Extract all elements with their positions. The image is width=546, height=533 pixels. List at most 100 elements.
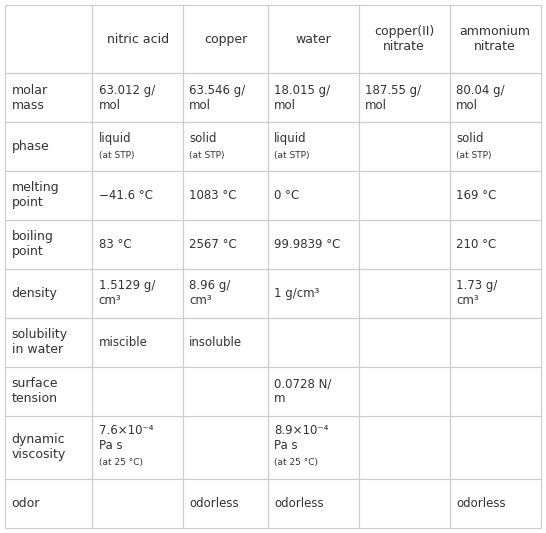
Bar [449, 220, 541, 269]
Bar [5, 416, 92, 479]
Bar [449, 367, 541, 416]
Bar [449, 269, 541, 318]
Text: 187.55 g/
mol: 187.55 g/ mol [365, 84, 421, 111]
Bar [183, 5, 268, 73]
Text: ammonium
nitrate: ammonium nitrate [460, 25, 531, 53]
Bar [183, 220, 268, 269]
Text: 1.5129 g/
cm³: 1.5129 g/ cm³ [99, 279, 155, 308]
Bar [92, 416, 183, 479]
Text: dynamic
viscosity: dynamic viscosity [11, 433, 66, 461]
Text: liquid: liquid [274, 132, 307, 144]
Text: copper(II)
nitrate: copper(II) nitrate [374, 25, 434, 53]
Text: 18.015 g/
mol: 18.015 g/ mol [274, 84, 330, 111]
Bar [183, 479, 268, 528]
Bar [183, 367, 268, 416]
Text: 210 °C: 210 °C [456, 238, 496, 251]
Text: (at STP): (at STP) [274, 151, 310, 160]
Text: 63.546 g/
mol: 63.546 g/ mol [189, 84, 246, 111]
Text: (at STP): (at STP) [456, 151, 491, 160]
Bar [92, 73, 183, 122]
Bar [449, 171, 541, 220]
Text: odorless: odorless [189, 497, 239, 510]
Text: solubility
in water: solubility in water [11, 328, 68, 356]
Text: solid: solid [189, 132, 217, 144]
Text: 0.0728 N/
m: 0.0728 N/ m [274, 377, 331, 405]
Text: density: density [11, 287, 57, 300]
Bar [92, 220, 183, 269]
Bar [183, 416, 268, 479]
Bar [268, 479, 359, 528]
Text: miscible: miscible [99, 336, 148, 349]
Bar [92, 479, 183, 528]
Text: liquid: liquid [99, 132, 132, 144]
Bar [268, 220, 359, 269]
Bar [268, 171, 359, 220]
Text: 63.012 g/
mol: 63.012 g/ mol [99, 84, 155, 111]
Bar [268, 269, 359, 318]
Bar [449, 479, 541, 528]
Text: (at STP): (at STP) [189, 151, 225, 160]
Text: melting
point: melting point [11, 181, 59, 209]
Bar [449, 416, 541, 479]
Bar [5, 318, 92, 367]
Bar [5, 73, 92, 122]
Text: molar
mass: molar mass [11, 84, 48, 111]
Text: surface
tension: surface tension [11, 377, 58, 405]
Bar [359, 416, 449, 479]
Bar [183, 171, 268, 220]
Bar [5, 5, 92, 73]
Text: (at 25 °C): (at 25 °C) [274, 458, 318, 467]
Text: 1 g/cm³: 1 g/cm³ [274, 287, 319, 300]
Bar [268, 367, 359, 416]
Bar [449, 5, 541, 73]
Bar [5, 171, 92, 220]
Bar [359, 220, 449, 269]
Bar [268, 5, 359, 73]
Text: odorless: odorless [274, 497, 324, 510]
Bar [359, 269, 449, 318]
Bar [359, 367, 449, 416]
Bar [268, 122, 359, 171]
Bar [5, 220, 92, 269]
Bar [449, 318, 541, 367]
Bar [359, 318, 449, 367]
Text: 2567 °C: 2567 °C [189, 238, 237, 251]
Text: 80.04 g/
mol: 80.04 g/ mol [456, 84, 505, 111]
Text: 8.96 g/
cm³: 8.96 g/ cm³ [189, 279, 231, 308]
Bar [5, 269, 92, 318]
Text: 83 °C: 83 °C [99, 238, 132, 251]
Bar [449, 73, 541, 122]
Text: 1083 °C: 1083 °C [189, 189, 237, 202]
Bar [92, 318, 183, 367]
Bar [92, 269, 183, 318]
Text: 7.6×10⁻⁴
Pa s: 7.6×10⁻⁴ Pa s [99, 424, 153, 452]
Text: 169 °C: 169 °C [456, 189, 496, 202]
Bar [183, 269, 268, 318]
Bar [359, 171, 449, 220]
Bar [359, 5, 449, 73]
Text: solid: solid [456, 132, 483, 144]
Bar [92, 171, 183, 220]
Bar [5, 479, 92, 528]
Text: 1.73 g/
cm³: 1.73 g/ cm³ [456, 279, 497, 308]
Text: copper: copper [204, 33, 247, 46]
Bar [92, 5, 183, 73]
Text: (at 25 °C): (at 25 °C) [99, 458, 143, 467]
Text: −41.6 °C: −41.6 °C [99, 189, 153, 202]
Bar [359, 479, 449, 528]
Bar [268, 416, 359, 479]
Bar [5, 122, 92, 171]
Text: odorless: odorless [456, 497, 506, 510]
Bar [183, 122, 268, 171]
Bar [183, 73, 268, 122]
Text: 99.9839 °C: 99.9839 °C [274, 238, 340, 251]
Text: 8.9×10⁻⁴
Pa s: 8.9×10⁻⁴ Pa s [274, 424, 328, 452]
Bar [359, 122, 449, 171]
Text: nitric acid: nitric acid [107, 33, 169, 46]
Bar [92, 367, 183, 416]
Bar [92, 122, 183, 171]
Text: 0 °C: 0 °C [274, 189, 299, 202]
Text: (at STP): (at STP) [99, 151, 134, 160]
Bar [5, 367, 92, 416]
Text: insoluble: insoluble [189, 336, 242, 349]
